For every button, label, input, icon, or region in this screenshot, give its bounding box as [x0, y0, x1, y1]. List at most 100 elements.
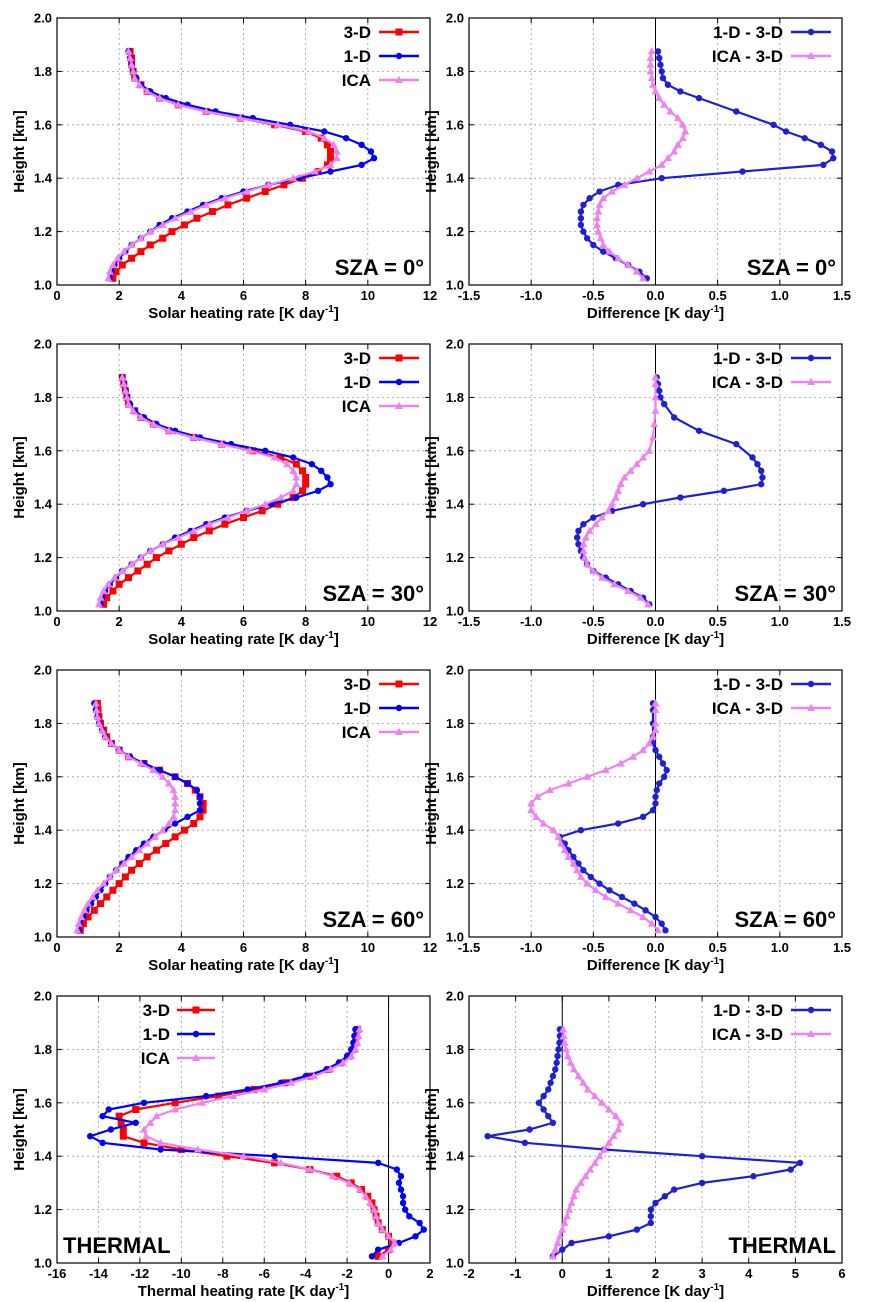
x-tick-label: 0 [559, 1266, 566, 1281]
data-point-ica [140, 1125, 149, 1133]
x-tick-label: -16 [48, 1266, 67, 1281]
legend: 3-D 1-D ICA [342, 23, 419, 90]
y-tick-label: 2.0 [34, 11, 52, 26]
data-point-1-d-3-d [787, 1166, 794, 1173]
legend-item-3-d: 3-D [344, 23, 419, 42]
y-tick-label: 1.6 [34, 769, 52, 784]
data-point-1-d [262, 447, 269, 454]
data-point-1-d [156, 766, 163, 774]
series-ica [140, 1025, 399, 1260]
data-point-ica [174, 100, 183, 108]
legend-item-ica-3-d: ICA - 3-D [712, 699, 831, 718]
data-point-ica-3-d [604, 1138, 613, 1146]
data-point-ica [119, 247, 128, 255]
data-point-ica-3-d [579, 546, 588, 554]
data-point-3-d [180, 826, 188, 834]
legend-label: ICA - 3-D [712, 373, 783, 392]
data-point-ica-3-d [644, 600, 653, 608]
data-point-3-d [333, 1172, 341, 1180]
series-ica-3-d [593, 47, 690, 282]
data-point-3-d [177, 540, 185, 548]
data-point-ica-3-d [593, 214, 602, 222]
legend-marker [395, 354, 403, 362]
data-point-1-d [86, 1132, 94, 1140]
data-point-ica [150, 832, 159, 840]
data-point-ica-3-d [593, 220, 602, 228]
data-point-1-d [171, 773, 179, 780]
plot-area [94, 373, 334, 608]
data-point-ica [326, 1065, 335, 1073]
data-point-3-d [143, 560, 151, 568]
data-point-ica-3-d [651, 719, 660, 727]
data-point-3-d [240, 514, 247, 522]
x-tick-label: 1.0 [771, 288, 789, 303]
data-point-3-d [168, 228, 176, 236]
data-point-ica [129, 406, 138, 414]
data-point-1-d [171, 820, 179, 827]
x-tick-label: 3 [699, 1266, 706, 1281]
x-axis-label-sup: -1 [710, 1282, 719, 1293]
x-tick-label: 6 [240, 288, 247, 303]
data-point-ica [124, 399, 133, 408]
data-point-ica-3-d [616, 759, 625, 767]
data-point-ica-3-d [539, 819, 548, 827]
data-point-ica [390, 1238, 399, 1246]
legend-item-ica: ICA [342, 723, 419, 742]
data-point-ica-3-d [532, 812, 541, 820]
legend-item-1-d-3-d: 1-D - 3-D [713, 1001, 831, 1020]
x-tick-label: 1.0 [771, 614, 789, 629]
x-tick-label: 4 [178, 288, 186, 303]
data-point-3-d [121, 873, 129, 881]
data-point-ica [124, 47, 133, 55]
data-point-1-d [327, 168, 334, 175]
data-point-1-d [401, 1206, 409, 1213]
data-point-3-d [193, 214, 201, 222]
data-point-ica [98, 725, 107, 734]
data-point-1-d-3-d [661, 400, 668, 408]
data-point-ica [164, 819, 173, 827]
data-point-ica-3-d [586, 1165, 595, 1173]
data-point-ica [152, 1111, 161, 1120]
data-point-ica-3-d [636, 593, 645, 601]
data-point-1-d-3-d [658, 68, 665, 75]
x-tick-label: 0.0 [646, 940, 664, 955]
y-tick-label: 1.2 [34, 224, 52, 239]
x-tick-label: -0.5 [582, 940, 604, 955]
data-point-ica [94, 719, 103, 727]
data-point-1-d-3-d [580, 228, 587, 235]
data-point-ica-3-d [583, 1085, 592, 1093]
data-point-ica-3-d [651, 379, 660, 388]
x-axis-label-tail: ] [719, 957, 724, 974]
y-tick-label: 1.6 [34, 443, 52, 458]
data-point-ica [345, 1178, 354, 1186]
data-point-ica-3-d [581, 1172, 590, 1180]
data-point-1-d-3-d [575, 527, 582, 535]
data-point-ica [158, 826, 167, 834]
data-point-3-d [171, 1099, 179, 1107]
y-tick-label: 1.8 [34, 716, 52, 731]
x-axis-label: Thermal heating rate [K day-1] [138, 1282, 349, 1300]
plot-area [577, 47, 837, 282]
data-point-1-d [99, 1139, 106, 1147]
data-point-1-d [314, 487, 322, 495]
data-point-3-d [243, 194, 251, 202]
data-point-3-d [132, 1105, 140, 1113]
legend-marker [395, 75, 403, 83]
series-ica [104, 47, 341, 282]
data-point-1-d [368, 1253, 376, 1260]
data-point-ica [289, 486, 298, 494]
data-point-ica-3-d [589, 566, 598, 574]
legend-item-3-d: 3-D [143, 1001, 215, 1020]
data-point-3-d [180, 221, 188, 229]
data-point-ica-3-d [651, 406, 660, 414]
x-axis-label-sup: -1 [325, 304, 334, 315]
data-point-ica-3-d [591, 520, 600, 528]
data-point-ica-3-d [569, 1065, 578, 1073]
data-point-ica [229, 1091, 238, 1100]
data-point-ica-3-d [597, 1098, 606, 1106]
data-point-ica-3-d [579, 540, 588, 548]
data-point-1-d-3-d [782, 128, 790, 135]
data-point-1-d-3-d [652, 746, 659, 754]
data-point-ica [135, 846, 144, 854]
x-axis-label-main: Difference [K day [587, 305, 711, 322]
